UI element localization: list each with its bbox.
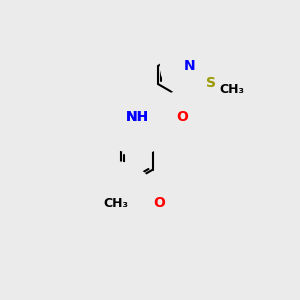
Text: N: N xyxy=(184,59,196,73)
Text: NH: NH xyxy=(125,110,149,124)
Text: NH: NH xyxy=(125,110,149,124)
Text: CH₃: CH₃ xyxy=(219,83,244,96)
Text: O: O xyxy=(153,196,165,210)
Text: CH₃: CH₃ xyxy=(103,197,128,210)
Text: S: S xyxy=(206,76,216,90)
Text: O: O xyxy=(176,110,188,124)
